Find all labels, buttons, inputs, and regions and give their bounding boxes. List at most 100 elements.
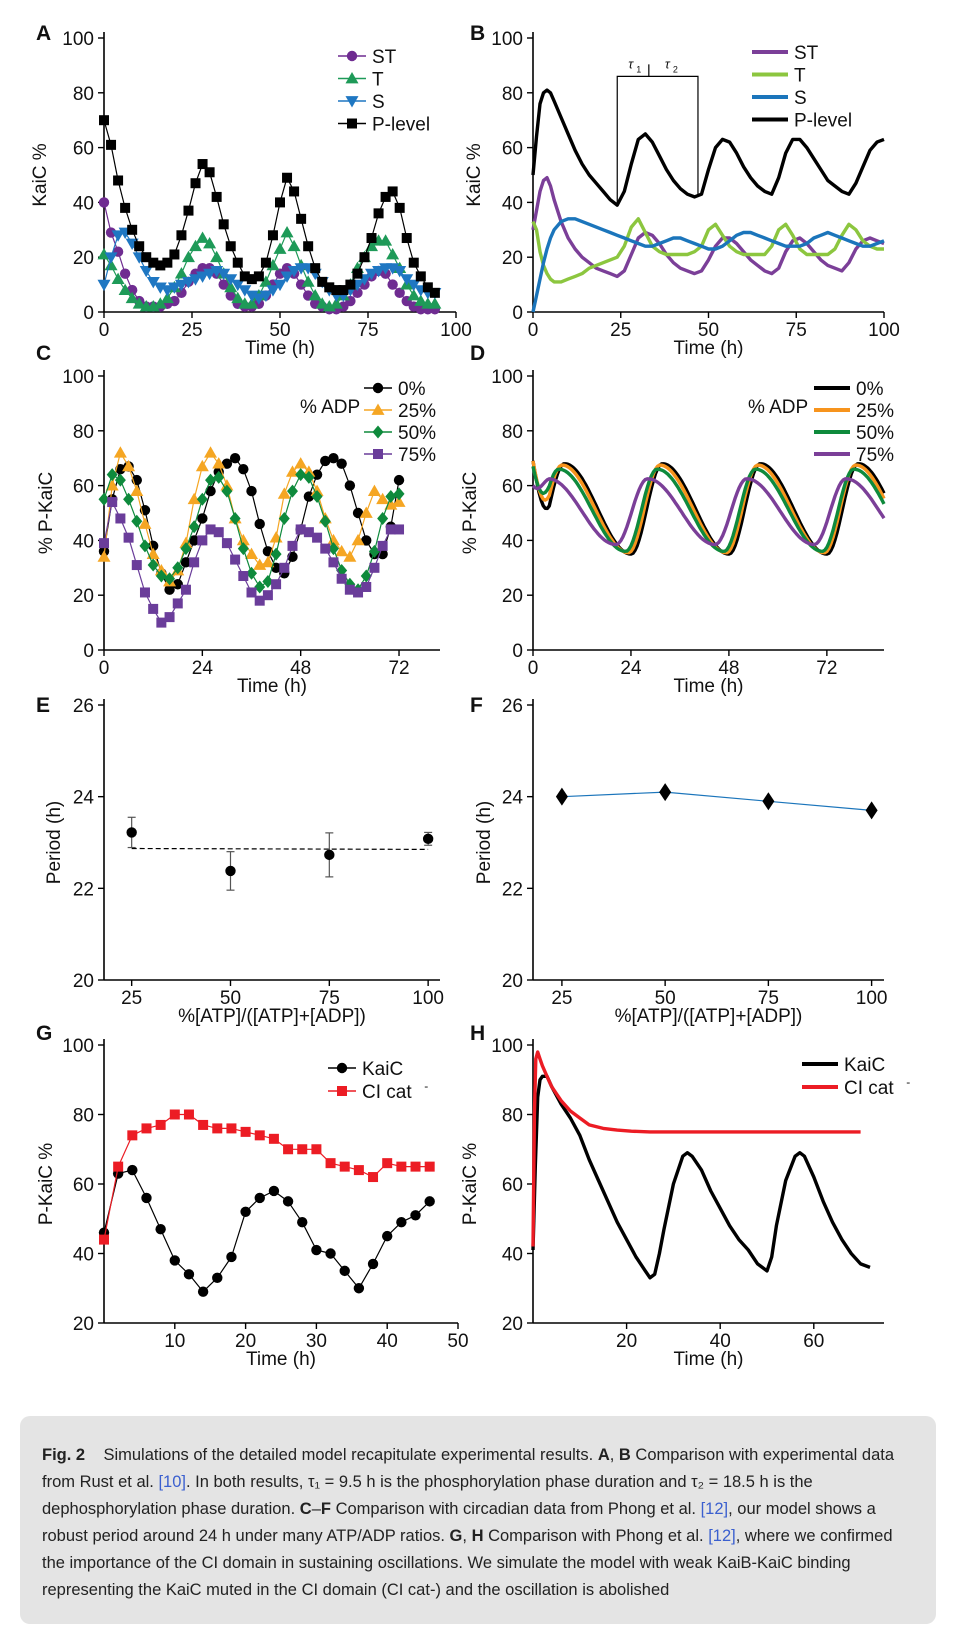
data-point <box>414 294 428 306</box>
data-point <box>377 540 388 551</box>
x-tick-label: 75 <box>758 988 779 1009</box>
data-point <box>368 1172 379 1183</box>
data-point <box>238 571 249 582</box>
data-point <box>345 279 356 290</box>
data-point <box>221 484 233 498</box>
data-point <box>400 274 414 286</box>
data-point <box>213 470 225 484</box>
data-point <box>253 271 264 282</box>
x-tick-label: 72 <box>388 658 409 679</box>
data-point <box>555 787 568 806</box>
data-point <box>189 557 200 568</box>
series-line <box>531 176 885 279</box>
panel-D: D 0 20 40 60 80 100 0 24 48 72 Time (h) % P-KaiC % AD… <box>460 342 894 697</box>
data-point <box>394 202 405 213</box>
x-tick-label: 25 <box>181 320 202 341</box>
legend-swatch-marker <box>346 50 358 62</box>
data-point <box>382 1158 393 1169</box>
data-point <box>231 291 245 304</box>
data-point <box>176 230 187 241</box>
y-axis-label: KaiC % <box>30 143 51 206</box>
data-point <box>156 617 167 628</box>
data-point <box>353 1165 364 1176</box>
tau2-label: τ <box>665 56 671 71</box>
panel-H: H 20 40 60 80 100 20 40 60 Time (h) P-KaiC % KaiCCI… <box>460 1022 910 1370</box>
data-point <box>428 297 442 309</box>
x-tick-label: 10 <box>164 1331 185 1352</box>
data-point <box>138 517 152 529</box>
data-point <box>98 197 110 208</box>
data-point <box>225 241 236 252</box>
panel-letter: C <box>36 342 51 365</box>
data-point <box>217 268 231 281</box>
data-point <box>659 783 672 802</box>
data-point <box>245 547 259 559</box>
data-point <box>230 554 241 565</box>
data-point <box>104 252 118 264</box>
x-tick-label: 30 <box>306 1331 327 1352</box>
series-0 <box>555 783 878 820</box>
data-point <box>311 490 323 504</box>
y-tick-label: 26 <box>502 696 523 717</box>
data-point <box>205 524 216 535</box>
data-point <box>338 285 349 296</box>
data-point <box>410 1161 421 1172</box>
y-tick-label: 40 <box>502 1245 523 1266</box>
y-axis-label: Period (h) <box>474 801 495 884</box>
data-point <box>270 547 282 561</box>
data-point <box>212 1123 223 1134</box>
data-point <box>187 492 201 505</box>
data-point <box>297 1217 308 1228</box>
y-tick-label: 100 <box>62 367 94 388</box>
y-tick-label: 0 <box>83 641 94 662</box>
caption-figure-label: Fig. 2 <box>42 1446 86 1464</box>
data-point <box>180 542 192 556</box>
x-tick-label: 0 <box>528 658 539 679</box>
panel-C: C 0 20 40 60 80 100 0 24 48 72 Time (h) % P-KaiC % AD… <box>36 342 440 697</box>
data-point <box>246 566 258 580</box>
tau1-label: τ <box>628 56 634 71</box>
data-point <box>259 275 273 287</box>
data-point <box>197 535 208 546</box>
x-axis-label: %[ATP]/([ATP]+[ADP]) <box>178 1006 366 1027</box>
legend-label: 25% <box>856 401 894 422</box>
data-point <box>141 252 152 263</box>
x-tick-label: 50 <box>655 988 676 1009</box>
series-0 <box>126 816 434 891</box>
x-tick-label: 20 <box>616 1331 637 1352</box>
data-point <box>367 1258 379 1270</box>
x-tick-label: 100 <box>856 988 888 1009</box>
data-point <box>196 271 210 283</box>
data-point <box>130 484 144 496</box>
data-point <box>106 468 118 482</box>
data-point <box>111 272 125 284</box>
data-point <box>155 569 167 583</box>
data-point <box>99 538 109 549</box>
data-point <box>266 285 280 297</box>
data-point <box>162 257 173 268</box>
data-point <box>281 262 293 274</box>
data-point <box>229 511 241 525</box>
panel-G: G 20 40 60 80 100 10 20 30 40 50 Time (h) P-KaiC % Ka… <box>36 1022 469 1370</box>
data-point <box>231 279 245 292</box>
data-point <box>105 227 117 238</box>
data-point <box>394 524 405 535</box>
data-point <box>295 524 306 535</box>
data-point <box>385 524 396 535</box>
data-point <box>282 172 293 183</box>
data-point <box>183 1269 195 1280</box>
data-point <box>213 527 224 538</box>
y-tick-label: 100 <box>62 29 94 50</box>
data-point <box>311 1244 322 1256</box>
data-point <box>204 167 215 178</box>
data-point <box>232 257 243 268</box>
data-point <box>271 579 282 590</box>
data-point <box>319 514 331 528</box>
data-point <box>286 484 298 498</box>
data-point <box>273 242 287 254</box>
data-point <box>181 276 195 289</box>
panel-A: A 0 20 40 60 80 100 0 25 50 75 100 Time (h) KaiC % STT… <box>30 22 472 359</box>
data-point <box>197 159 208 170</box>
